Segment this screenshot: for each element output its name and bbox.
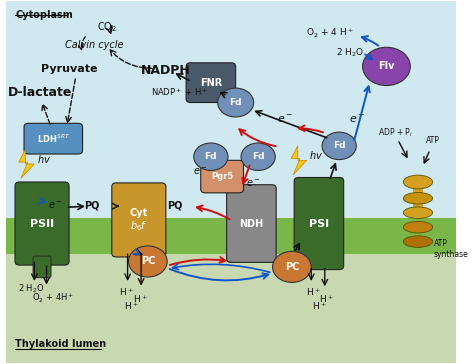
Text: $e^-$: $e^-$: [277, 114, 293, 126]
Ellipse shape: [403, 175, 433, 189]
Text: Pgr5: Pgr5: [211, 172, 233, 181]
Text: NDH: NDH: [239, 218, 264, 229]
Text: PQ: PQ: [84, 201, 99, 210]
Polygon shape: [18, 150, 35, 178]
FancyBboxPatch shape: [33, 256, 51, 278]
Text: PSII: PSII: [30, 218, 54, 229]
Text: H$^+$: H$^+$: [124, 301, 138, 312]
Ellipse shape: [403, 236, 433, 248]
Text: Fd: Fd: [205, 152, 217, 161]
Text: O$_2$ + 4H$^+$: O$_2$ + 4H$^+$: [32, 292, 74, 305]
FancyBboxPatch shape: [112, 183, 166, 257]
FancyBboxPatch shape: [201, 160, 244, 193]
Circle shape: [322, 132, 356, 159]
Bar: [412, 182, 423, 211]
Text: LDH$^{SRT}$: LDH$^{SRT}$: [36, 132, 70, 145]
Text: NADP$^+$ + H$^+$: NADP$^+$ + H$^+$: [151, 87, 208, 98]
Text: 2 H$_2$O: 2 H$_2$O: [18, 282, 44, 295]
Text: $e^-$: $e^-$: [349, 114, 365, 126]
Text: PSI: PSI: [309, 218, 329, 229]
Circle shape: [194, 143, 228, 170]
Text: H$^+$: H$^+$: [119, 286, 134, 298]
Text: FNR: FNR: [200, 78, 222, 88]
Text: ATP
synthase: ATP synthase: [434, 239, 468, 258]
FancyBboxPatch shape: [227, 185, 276, 262]
FancyBboxPatch shape: [24, 123, 82, 154]
Ellipse shape: [403, 207, 433, 218]
FancyBboxPatch shape: [294, 178, 344, 270]
FancyBboxPatch shape: [15, 182, 69, 265]
Text: ATP: ATP: [426, 136, 440, 145]
Text: $hv$: $hv$: [36, 153, 51, 165]
Circle shape: [241, 143, 275, 170]
Text: $e^-$: $e^-$: [48, 200, 63, 211]
Text: Fd: Fd: [252, 152, 264, 161]
Text: Fd: Fd: [333, 141, 346, 150]
Text: $hv$: $hv$: [309, 149, 323, 161]
Text: O$_2$ + 4 H$^+$: O$_2$ + 4 H$^+$: [306, 27, 354, 40]
Text: $e^-$: $e^-$: [246, 178, 261, 189]
Bar: [6, 254, 456, 363]
Ellipse shape: [403, 221, 433, 233]
Bar: [6, 1, 456, 233]
Text: H$^+$: H$^+$: [306, 286, 320, 298]
Bar: [6, 218, 456, 254]
Circle shape: [128, 246, 167, 277]
Text: ADP + P$_i$: ADP + P$_i$: [378, 127, 413, 139]
Circle shape: [273, 252, 311, 282]
Text: Thylakoid lumen: Thylakoid lumen: [15, 339, 106, 349]
Text: H$^+$: H$^+$: [133, 293, 147, 305]
Text: Calvin cycle: Calvin cycle: [64, 40, 123, 51]
Text: Flv: Flv: [378, 62, 395, 71]
Text: PC: PC: [285, 262, 299, 272]
Text: $b_6f$: $b_6f$: [130, 219, 147, 233]
Text: H$^+$: H$^+$: [319, 293, 334, 305]
Text: D-lactate: D-lactate: [8, 86, 72, 99]
Text: Cyt: Cyt: [130, 209, 148, 218]
FancyBboxPatch shape: [186, 63, 236, 103]
Text: Fd: Fd: [229, 98, 242, 107]
Circle shape: [218, 88, 254, 117]
Text: $e^-$: $e^-$: [193, 166, 208, 177]
Text: PC: PC: [141, 257, 155, 266]
Text: PQ: PQ: [167, 201, 182, 210]
Circle shape: [363, 47, 410, 86]
Text: 2 H$_2$O: 2 H$_2$O: [337, 47, 365, 59]
Text: NADPH: NADPH: [141, 64, 191, 76]
Polygon shape: [291, 146, 307, 175]
Text: CO$_2$: CO$_2$: [97, 20, 118, 33]
Ellipse shape: [403, 193, 433, 204]
Text: H$^+$: H$^+$: [312, 301, 327, 312]
Text: Pyruvate: Pyruvate: [41, 64, 97, 74]
Text: Cytoplasm: Cytoplasm: [15, 11, 73, 20]
